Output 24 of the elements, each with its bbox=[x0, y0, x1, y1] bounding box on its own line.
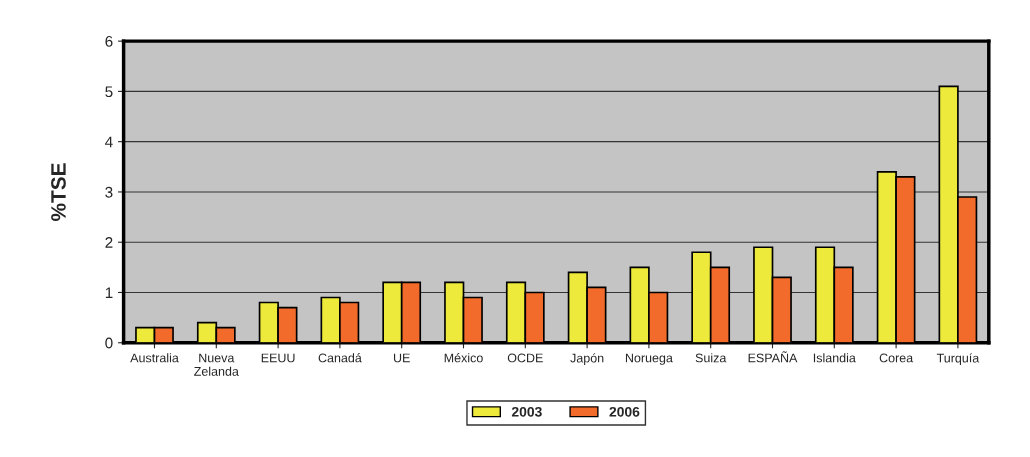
x-tick-label: UE bbox=[393, 353, 410, 363]
x-tick-label: ESPAÑA bbox=[748, 351, 798, 363]
y-axis-title: %TSE bbox=[51, 163, 66, 221]
y-tick-label: 2 bbox=[105, 237, 113, 248]
x-tick-label: Japón bbox=[570, 353, 604, 365]
y-tick-label: 5 bbox=[105, 86, 113, 98]
x-tick-label: Noruega bbox=[625, 353, 673, 365]
x-tick-label: México bbox=[444, 353, 483, 363]
x-tick-label: EEUU bbox=[261, 353, 295, 363]
legend-label: 2006 bbox=[609, 406, 640, 417]
y-tick-label: 1 bbox=[105, 287, 113, 299]
y-tick-label: 3 bbox=[105, 186, 113, 198]
x-tick-label: Turquía bbox=[936, 353, 980, 365]
x-tick-label: Nueva Zelanda bbox=[194, 353, 239, 376]
x-tick-label: Australia bbox=[130, 353, 179, 363]
x-tick-label: Islandia bbox=[813, 353, 856, 363]
y-tick-label: 0 bbox=[105, 337, 113, 349]
y-tick-label: 6 bbox=[105, 36, 113, 47]
x-tick-label: Suiza bbox=[695, 353, 727, 363]
legend-label: 2003 bbox=[511, 406, 542, 417]
x-tick-label: Canadá bbox=[318, 353, 362, 363]
x-tick-label: Corea bbox=[879, 353, 914, 363]
y-tick-label: 4 bbox=[105, 136, 113, 148]
x-tick-label: OCDE bbox=[507, 353, 543, 363]
